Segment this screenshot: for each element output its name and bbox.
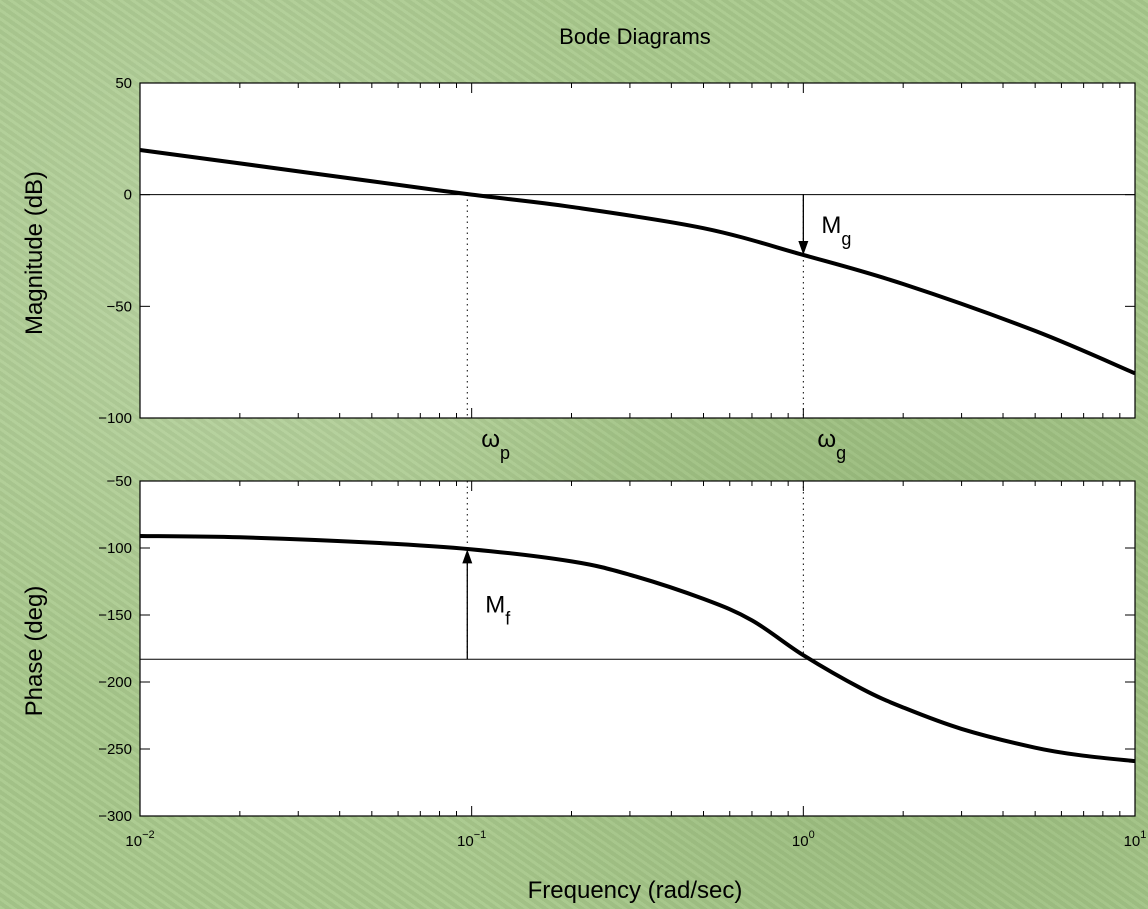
frequency-marker-label: ωp xyxy=(481,426,510,463)
x-tick-exponent: −2 xyxy=(142,829,155,841)
y-tick-label: −150 xyxy=(98,607,132,624)
x-tick-exponent: 1 xyxy=(1140,829,1146,841)
y-tick-label: −100 xyxy=(98,410,132,427)
frequency-marker-sub: p xyxy=(500,443,510,463)
phase-plot-area xyxy=(139,480,1136,817)
y-tick-label: −50 xyxy=(107,473,132,490)
phase-curve xyxy=(139,533,1136,764)
margin-arrow-head xyxy=(798,240,809,255)
chart-title: Bode Diagrams xyxy=(559,24,711,49)
x-tick-label: 100 xyxy=(792,829,815,850)
x-tick-label: 10−1 xyxy=(457,829,486,850)
x-tick-exponent: 0 xyxy=(809,829,815,841)
x-tick-exponent: −1 xyxy=(474,829,487,841)
x-axis-label: Frequency (rad/sec) xyxy=(528,877,743,904)
y-tick-label: −200 xyxy=(98,674,132,691)
y-tick-label: −50 xyxy=(107,298,132,315)
y-tick-label: 0 xyxy=(124,187,132,204)
magnitude-curve xyxy=(139,148,1136,376)
magnitude-y-axis-label: Magnitude (dB) xyxy=(21,171,48,335)
margin-label-sub: f xyxy=(505,608,511,628)
magnitude-plot-area xyxy=(139,82,1136,419)
y-tick-label: 50 xyxy=(115,75,132,92)
phase-y-axis-label: Phase (deg) xyxy=(21,586,48,717)
y-tick-label: −100 xyxy=(98,540,132,557)
frequency-marker-sub: g xyxy=(836,443,846,463)
x-tick-label: 101 xyxy=(1124,829,1147,850)
y-tick-label: −300 xyxy=(98,808,132,825)
y-tick-label: −250 xyxy=(98,741,132,758)
margin-arrow-head xyxy=(462,549,473,564)
margin-label-sub: g xyxy=(841,229,851,249)
frequency-marker-label: ωg xyxy=(817,426,846,463)
x-tick-label: 10−2 xyxy=(125,829,154,850)
